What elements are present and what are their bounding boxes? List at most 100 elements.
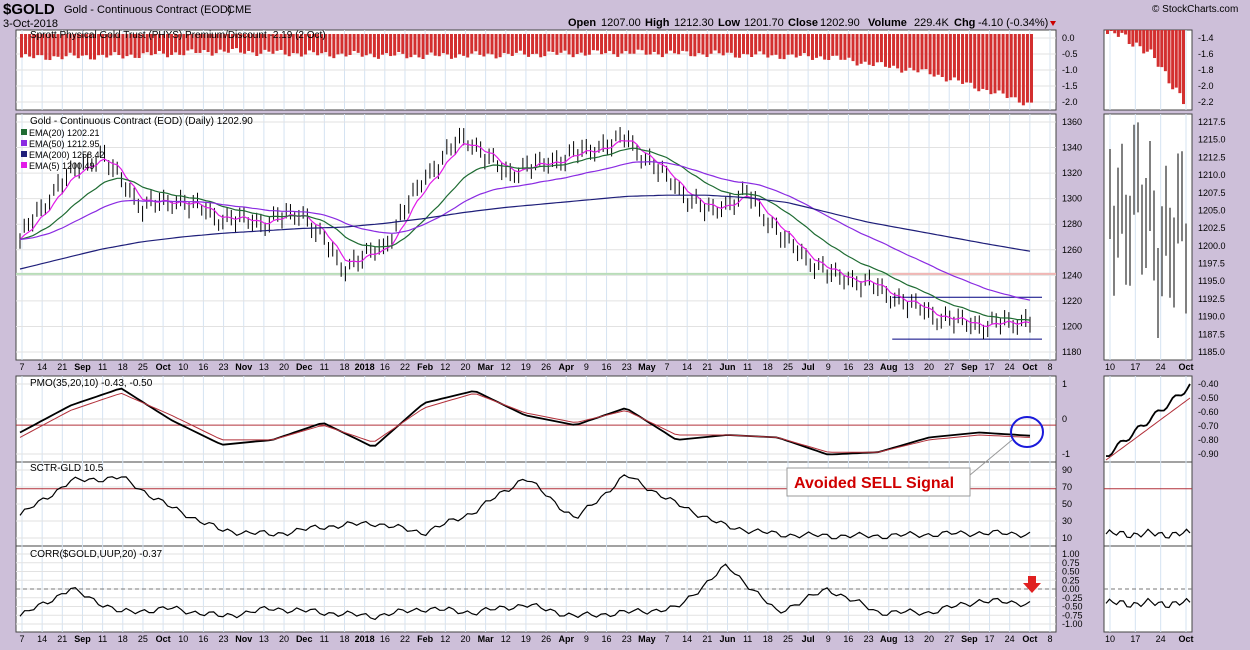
- x-tick-label: 25: [783, 362, 793, 372]
- zoom-y-tick-label: -2.2: [1198, 97, 1214, 107]
- premium-bar: [458, 34, 462, 55]
- x-tick-label: 14: [682, 634, 692, 644]
- zoom-y-tick-label: -0.80: [1198, 435, 1219, 445]
- premium-bar: [117, 34, 121, 56]
- premium-bar: [543, 34, 547, 57]
- premium-zoom-bar: [1106, 30, 1109, 34]
- exchange-label: CME: [227, 4, 251, 16]
- premium-bar: [498, 34, 502, 58]
- premium-bar: [352, 34, 356, 52]
- x-tick-label: 18: [118, 634, 128, 644]
- premium-bar: [831, 34, 835, 56]
- premium-bar: [754, 34, 758, 55]
- premium-bar: [174, 34, 178, 53]
- premium-bar: [551, 34, 555, 52]
- y-tick-label: 1180: [1062, 347, 1081, 357]
- sctr-zoom-frame: [1103, 461, 1193, 547]
- x-tick-label: May: [638, 634, 656, 644]
- premium-bar: [397, 34, 401, 53]
- premium-bar: [433, 34, 437, 56]
- x-tick-label: Dec: [296, 634, 313, 644]
- premium-bar: [303, 34, 307, 55]
- premium-bar: [1005, 34, 1009, 99]
- premium-bar: [271, 34, 275, 54]
- premium-bar: [798, 34, 802, 56]
- chg-value: -4.10 (-0.34%): [978, 17, 1048, 29]
- x-tick-label: 20: [460, 362, 470, 372]
- x-tick-label: Apr: [558, 362, 574, 372]
- premium-bar: [267, 34, 271, 52]
- x-tick-label: 19: [521, 634, 531, 644]
- premium-bar: [774, 34, 778, 55]
- premium-bar: [206, 34, 210, 53]
- y-tick-label: 0.0: [1062, 33, 1075, 43]
- premium-bar: [689, 34, 693, 57]
- premium-bar: [133, 34, 137, 58]
- zoom-y-tick-label: -1.6: [1198, 49, 1214, 59]
- zoom-y-tick-label: 1207.5: [1198, 188, 1226, 198]
- premium-bar: [875, 34, 879, 63]
- zoom-y-tick-label: 1187.5: [1198, 329, 1225, 339]
- premium-bar: [259, 34, 263, 54]
- legend-ema20: EMA(20) 1202.21: [29, 128, 100, 138]
- x-tick-label: Jun: [719, 634, 735, 644]
- premium-bar: [141, 34, 145, 54]
- premium-bar: [729, 34, 733, 53]
- premium-bar: [632, 34, 636, 54]
- premium-bar: [482, 34, 486, 57]
- sctr-line: [19, 474, 1031, 540]
- x-tick-label: May: [638, 362, 656, 372]
- x-tick-label: Nov: [235, 634, 252, 644]
- premium-bar: [624, 34, 628, 52]
- premium-bar: [993, 34, 997, 94]
- premium-bar: [531, 34, 535, 55]
- x-tick-label: 13: [259, 634, 269, 644]
- x-tick-label: 14: [37, 634, 47, 644]
- y-tick-label: 0.50: [1062, 567, 1080, 577]
- x-tick-label: Sep: [961, 634, 978, 644]
- premium-bar: [417, 34, 421, 58]
- premium-bar: [170, 34, 174, 55]
- x-tick-label: 8: [1047, 362, 1052, 372]
- premium-bar: [681, 34, 685, 51]
- premium-bar: [660, 34, 664, 58]
- x-tick-label: 27: [944, 634, 954, 644]
- zoom-y-tick-label: 1192.5: [1198, 294, 1225, 304]
- zoom-indicator-line: [1105, 597, 1191, 609]
- premium-bar: [762, 34, 766, 55]
- zoom-x-tick-label: 17: [1130, 362, 1140, 372]
- premium-bar: [673, 34, 677, 54]
- red-down-arrow-icon: [1023, 576, 1041, 593]
- y-tick-label: 1360: [1062, 117, 1082, 127]
- premium-bar: [956, 34, 960, 81]
- premium-bar: [1013, 34, 1017, 98]
- close-label: Close: [788, 17, 818, 29]
- corr-title: CORR($GOLD,UUP,20) -0.37: [30, 549, 163, 560]
- x-tick-label: 2018: [355, 362, 375, 372]
- premium-bar: [210, 34, 214, 56]
- premium-bar: [514, 34, 518, 53]
- premium-bar: [486, 34, 490, 54]
- signal-circle: [1010, 416, 1044, 448]
- premium-bar: [385, 34, 389, 54]
- premium-bar: [652, 34, 656, 52]
- premium-bar: [742, 34, 746, 54]
- premium-bar: [494, 34, 498, 59]
- premium-bar: [332, 34, 336, 59]
- instrument-name: Gold - Continuous Contract (EOD): [64, 4, 232, 16]
- premium-bar: [243, 34, 247, 54]
- premium-bar: [166, 34, 170, 58]
- x-tick-label: 16: [198, 634, 208, 644]
- zoom-y-tick-label: 1210.0: [1198, 170, 1226, 180]
- x-tick-label: 16: [602, 362, 612, 372]
- premium-bar: [462, 34, 466, 56]
- x-tick-label: 10: [178, 362, 188, 372]
- premium-bar: [24, 34, 28, 55]
- premium-bar: [819, 34, 823, 57]
- premium-bar: [291, 34, 295, 54]
- premium-bar: [381, 34, 385, 55]
- premium-bar: [502, 34, 506, 53]
- zoom-x-tick-label: 24: [1156, 634, 1166, 644]
- symbol-title: $GOLD: [3, 1, 55, 18]
